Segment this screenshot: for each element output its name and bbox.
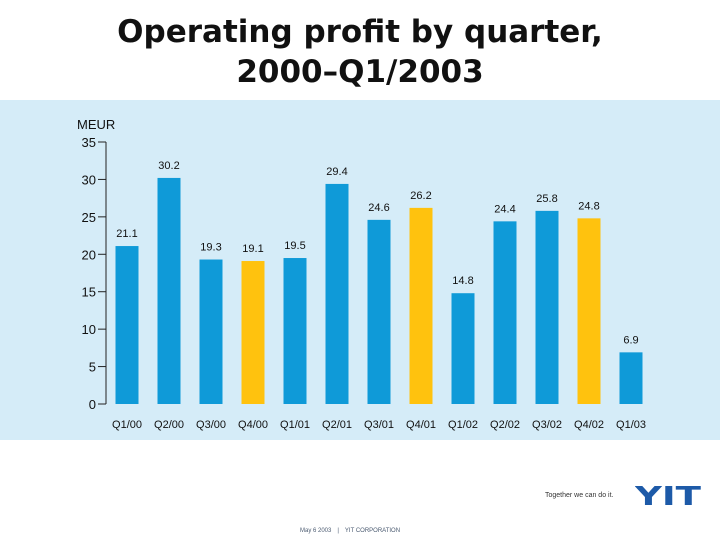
bar bbox=[283, 258, 307, 404]
x-tick-label: Q1/03 bbox=[616, 419, 646, 431]
logo-text: YIT bbox=[635, 482, 701, 508]
footer-separator: | bbox=[337, 528, 339, 534]
y-axis-label: MEUR bbox=[77, 117, 115, 132]
x-tick-label: Q3/01 bbox=[364, 419, 394, 431]
bar-chart: MEUR 0 5 10 15 20 25 30 35 21.1 30.2 19.3 19.1 19.5… bbox=[77, 117, 646, 431]
y-tick-label: 15 bbox=[82, 285, 96, 300]
chart-title: Operating profit by quarter, 2000–Q1/200… bbox=[60, 12, 660, 92]
data-label: 24.6 bbox=[368, 202, 389, 214]
data-label: 6.9 bbox=[623, 334, 638, 346]
chart-title-line-2: 2000–Q1/2003 bbox=[236, 54, 484, 90]
bar bbox=[157, 177, 181, 404]
x-tick-label: Q2/02 bbox=[490, 419, 520, 431]
yit-logo-icon: YIT bbox=[635, 482, 701, 508]
x-tick-label: Q1/01 bbox=[280, 419, 310, 431]
data-label: 24.8 bbox=[578, 200, 599, 212]
data-label: 19.1 bbox=[242, 243, 263, 255]
x-tick-label: Q4/00 bbox=[238, 419, 268, 431]
data-label: 14.8 bbox=[452, 275, 473, 287]
y-tick-label: 25 bbox=[82, 210, 96, 225]
header-band bbox=[0, 0, 720, 100]
x-tick-label: Q2/00 bbox=[154, 419, 184, 431]
data-label: 21.1 bbox=[116, 228, 137, 240]
data-label: 24.4 bbox=[494, 203, 515, 215]
bar bbox=[577, 218, 601, 404]
bar bbox=[493, 221, 517, 404]
data-label: 19.3 bbox=[200, 242, 221, 254]
chart-title-line-1: Operating profit by quarter, bbox=[117, 14, 603, 50]
bar bbox=[409, 207, 433, 404]
x-tick-label: Q3/02 bbox=[532, 419, 562, 431]
x-tick-label: Q4/02 bbox=[574, 419, 604, 431]
data-label: 29.4 bbox=[326, 166, 347, 178]
bar bbox=[451, 293, 475, 404]
bar bbox=[367, 219, 391, 404]
x-tick-label: Q1/00 bbox=[112, 419, 142, 431]
y-tick-label: 10 bbox=[82, 322, 96, 337]
data-label: 26.2 bbox=[410, 190, 431, 202]
data-label: 19.5 bbox=[284, 240, 305, 252]
x-tick-label: Q1/02 bbox=[448, 419, 478, 431]
slogan: Together we can do it. bbox=[545, 492, 614, 499]
y-axis: 0 5 10 15 20 25 30 35 bbox=[82, 135, 107, 412]
x-tick-label: Q2/01 bbox=[322, 419, 352, 431]
bar bbox=[199, 259, 223, 404]
data-label: 30.2 bbox=[158, 160, 179, 172]
x-tick-label: Q4/01 bbox=[406, 419, 436, 431]
y-tick-label: 20 bbox=[82, 247, 96, 262]
bar bbox=[241, 261, 265, 404]
y-tick-label: 0 bbox=[89, 397, 96, 412]
value-labels: 21.1 30.2 19.3 19.1 19.5 29.4 24.6 26.2 14.8 24.4… bbox=[116, 160, 638, 346]
footer-text: May 6 2003 | YIT CORPORATION bbox=[300, 528, 400, 534]
data-label: 25.8 bbox=[536, 193, 557, 205]
bar bbox=[535, 210, 559, 404]
footer-company: YIT CORPORATION bbox=[344, 528, 401, 534]
y-tick-label: 30 bbox=[82, 172, 96, 187]
x-axis: Q1/00 Q2/00 Q3/00 Q4/00 Q1/01 Q2/01 Q3/01 Q4/01… bbox=[112, 419, 646, 431]
footer-band bbox=[0, 440, 720, 540]
y-tick-label: 5 bbox=[89, 360, 96, 375]
bars bbox=[115, 177, 643, 404]
footer-date: May 6 2003 bbox=[300, 528, 332, 534]
bar bbox=[619, 352, 643, 404]
y-tick-label: 35 bbox=[82, 135, 96, 150]
bar bbox=[325, 183, 349, 404]
x-tick-label: Q3/00 bbox=[196, 419, 226, 431]
bar bbox=[115, 246, 139, 404]
